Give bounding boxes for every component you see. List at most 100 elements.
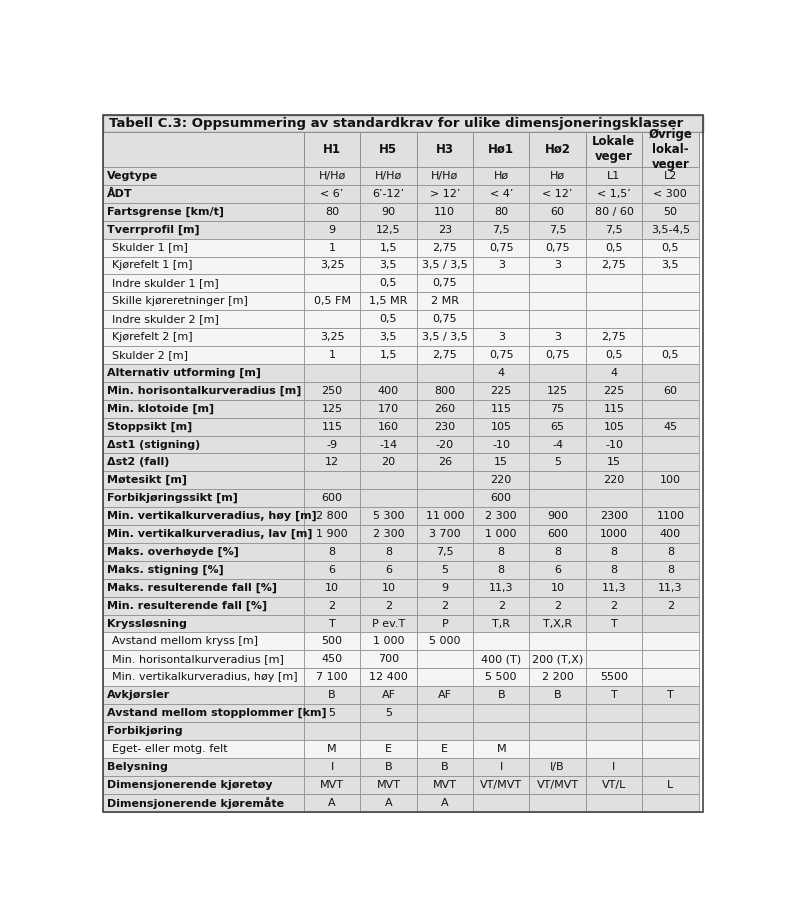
Text: 8: 8 [498, 547, 505, 557]
Bar [642, 400, 699, 417]
Text: < 4’: < 4’ [490, 189, 513, 199]
Text: Maks. stigning [%]: Maks. stigning [%] [107, 565, 223, 575]
Bar [304, 274, 360, 293]
Bar [473, 293, 530, 310]
Bar [473, 381, 530, 400]
Text: H/Hø: H/Hø [318, 171, 346, 181]
Text: 0,5 FM: 0,5 FM [314, 296, 351, 306]
Bar [417, 310, 473, 328]
Bar [103, 274, 304, 293]
Text: Lokale
veger: Lokale veger [593, 136, 636, 163]
Bar [360, 490, 417, 507]
Text: H3: H3 [435, 143, 454, 156]
Bar [586, 793, 642, 812]
Bar [417, 238, 473, 257]
Bar [417, 221, 473, 238]
Text: Skulder 2 [m]: Skulder 2 [m] [112, 350, 188, 360]
Text: 2 300: 2 300 [486, 511, 517, 521]
Bar [360, 454, 417, 471]
Text: A: A [329, 798, 336, 808]
Text: 0,5: 0,5 [380, 315, 397, 325]
Bar [304, 417, 360, 436]
Text: 0,5: 0,5 [605, 350, 623, 360]
Text: 75: 75 [550, 403, 564, 414]
Bar [417, 579, 473, 597]
Text: MVT: MVT [376, 779, 400, 790]
Bar [473, 740, 530, 757]
Bar [586, 454, 642, 471]
Text: Kryssløsning: Kryssløsning [107, 619, 186, 628]
Text: 5 500: 5 500 [486, 672, 517, 682]
Text: I/B: I/B [550, 762, 565, 772]
Bar [304, 454, 360, 471]
Bar [304, 328, 360, 346]
Text: H1: H1 [323, 143, 341, 156]
Bar [586, 561, 642, 579]
Text: E: E [441, 744, 448, 754]
Text: 0,75: 0,75 [545, 243, 570, 252]
Bar [103, 203, 304, 221]
Bar [530, 525, 586, 543]
Bar [360, 328, 417, 346]
Text: 26: 26 [438, 458, 452, 468]
Bar [586, 274, 642, 293]
Text: P ev.T: P ev.T [372, 619, 405, 628]
Bar [473, 525, 530, 543]
Bar [103, 668, 304, 686]
Text: Skulder 1 [m]: Skulder 1 [m] [112, 243, 188, 252]
Bar [103, 597, 304, 614]
Bar [417, 614, 473, 633]
Bar [103, 328, 304, 346]
Text: Min. resulterende fall [%]: Min. resulterende fall [%] [107, 601, 267, 611]
Bar [417, 471, 473, 490]
Text: Alternativ utforming [m]: Alternativ utforming [m] [107, 368, 261, 378]
Text: 1,5: 1,5 [380, 350, 397, 360]
Text: 1: 1 [329, 243, 336, 252]
Text: < 1,5’: < 1,5’ [597, 189, 631, 199]
Text: 5: 5 [554, 458, 561, 468]
Text: -20: -20 [435, 439, 454, 449]
Bar [473, 704, 530, 722]
Bar [586, 257, 642, 274]
Text: Kjørefelt 1 [m]: Kjørefelt 1 [m] [112, 260, 193, 271]
Bar [304, 293, 360, 310]
Bar [530, 310, 586, 328]
Text: 105: 105 [490, 422, 512, 432]
Bar [642, 793, 699, 812]
Text: 1 000: 1 000 [486, 529, 517, 539]
Text: 0,75: 0,75 [489, 243, 513, 252]
Bar [417, 776, 473, 793]
Text: 3,5: 3,5 [662, 260, 679, 271]
Bar [642, 686, 699, 704]
Bar [360, 381, 417, 400]
Bar [103, 185, 304, 203]
Text: P: P [442, 619, 448, 628]
Bar [103, 650, 304, 668]
Text: 115: 115 [604, 403, 624, 414]
Text: 200 (T,X): 200 (T,X) [532, 655, 583, 664]
Bar [103, 776, 304, 793]
Bar [360, 579, 417, 597]
Bar [642, 740, 699, 757]
Bar [360, 257, 417, 274]
Text: Δst2 (fall): Δst2 (fall) [107, 458, 169, 468]
Bar [103, 221, 304, 238]
Bar [586, 167, 642, 185]
Bar [530, 381, 586, 400]
Bar [642, 185, 699, 203]
Bar [103, 364, 304, 381]
Bar [103, 454, 304, 471]
Bar [360, 203, 417, 221]
Bar [103, 346, 304, 364]
Text: 12 400: 12 400 [369, 672, 408, 682]
Bar [530, 543, 586, 561]
Bar [360, 793, 417, 812]
Bar [304, 650, 360, 668]
Text: 2,75: 2,75 [601, 260, 626, 271]
Text: 100: 100 [660, 475, 681, 485]
Bar [473, 238, 530, 257]
Text: 1 900: 1 900 [316, 529, 348, 539]
Text: 400: 400 [378, 386, 399, 396]
Bar [304, 132, 360, 167]
Bar [473, 185, 530, 203]
